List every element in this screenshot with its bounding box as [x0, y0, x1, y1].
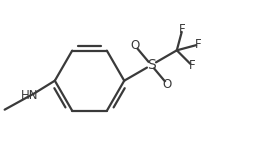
Text: O: O — [163, 78, 172, 91]
Text: F: F — [179, 23, 186, 36]
Text: HN: HN — [21, 89, 38, 102]
Text: S: S — [147, 58, 156, 72]
Text: F: F — [189, 59, 195, 72]
Text: F: F — [195, 38, 202, 51]
Text: O: O — [131, 39, 140, 52]
